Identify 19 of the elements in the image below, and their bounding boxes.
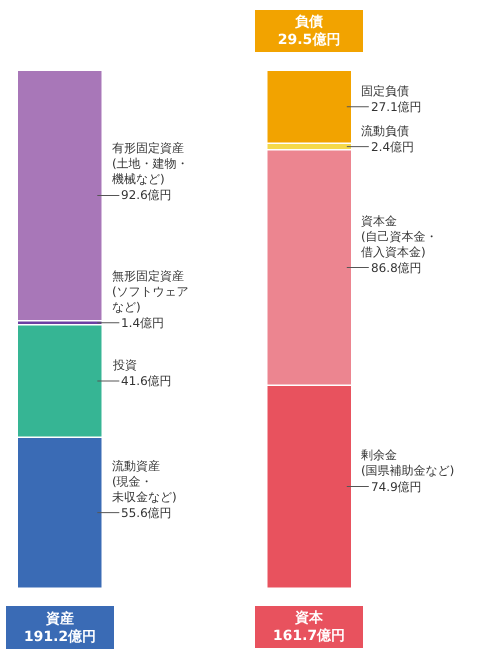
data-label: 1.4億円 (121, 316, 164, 330)
data-label: 55.6億円 (121, 506, 172, 520)
x-tick-label: 資本 161.7億円 (272, 610, 346, 644)
series-label: 無形固定資産(ソフトウェアなど) (112, 269, 189, 314)
series-label: 剰余金(国県補助金など) (361, 448, 454, 478)
data-label: 41.6億円 (121, 374, 172, 388)
series-label: 固定負債 (361, 84, 409, 98)
series-label: 投資 (112, 358, 137, 372)
series-label: 資本金(自己資本金・借入資本金) (361, 214, 438, 260)
data-label: 27.1億円 (371, 100, 422, 114)
text: 負債 29.5億円 (278, 14, 340, 48)
data-label: 2.4億円 (371, 140, 414, 154)
series-label: 有形固定資産(土地・建物・機械など) (112, 141, 189, 186)
data-label: 74.9億円 (371, 480, 422, 494)
x-tick-label: 資産 191.2億円 (24, 610, 96, 646)
data-label: 86.8億円 (371, 261, 422, 275)
data-label: 92.6億円 (121, 188, 172, 202)
series-label: 流動負債 (361, 124, 409, 138)
series-label: 流動資産(現金・未収金など) (112, 459, 177, 504)
